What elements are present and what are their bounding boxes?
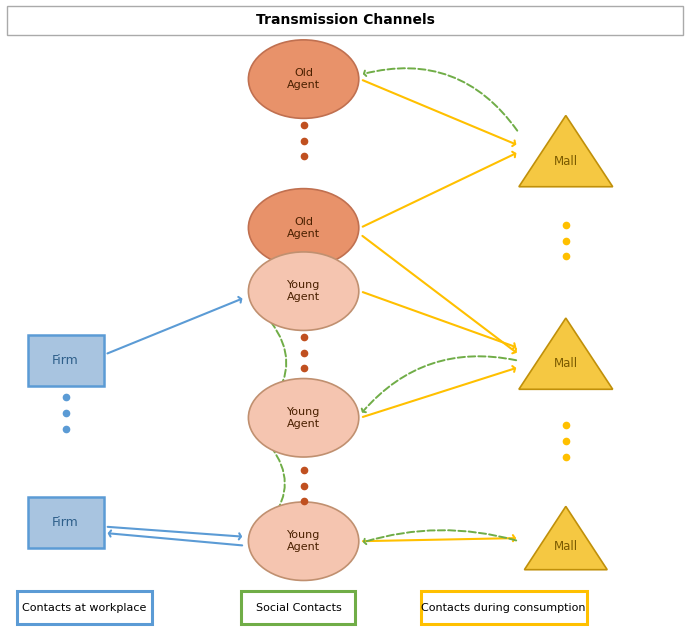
FancyBboxPatch shape [241,591,355,624]
Text: Old
Agent: Old Agent [287,217,320,239]
Ellipse shape [248,40,359,118]
Text: Transmission Channels: Transmission Channels [255,13,435,27]
Text: Mall: Mall [554,357,578,370]
Text: Young
Agent: Young Agent [287,530,320,552]
Polygon shape [519,116,613,187]
Text: Contacts at workplace: Contacts at workplace [22,603,147,613]
Text: Old
Agent: Old Agent [287,68,320,90]
Polygon shape [524,506,607,570]
Ellipse shape [248,189,359,267]
FancyBboxPatch shape [28,497,104,548]
Ellipse shape [248,252,359,330]
Text: Young
Agent: Young Agent [287,407,320,429]
FancyBboxPatch shape [421,591,586,624]
Polygon shape [519,318,613,389]
Text: Firm: Firm [52,354,79,367]
Text: Mall: Mall [554,154,578,168]
Text: Young
Agent: Young Agent [287,280,320,302]
FancyBboxPatch shape [28,335,104,386]
Text: Social Contacts: Social Contacts [255,603,342,613]
Text: Firm: Firm [52,516,79,529]
Text: Contacts during consumption: Contacts during consumption [422,603,586,613]
FancyBboxPatch shape [17,591,152,624]
Ellipse shape [248,502,359,580]
FancyBboxPatch shape [7,6,683,35]
Text: Mall: Mall [554,541,578,553]
Ellipse shape [248,379,359,457]
